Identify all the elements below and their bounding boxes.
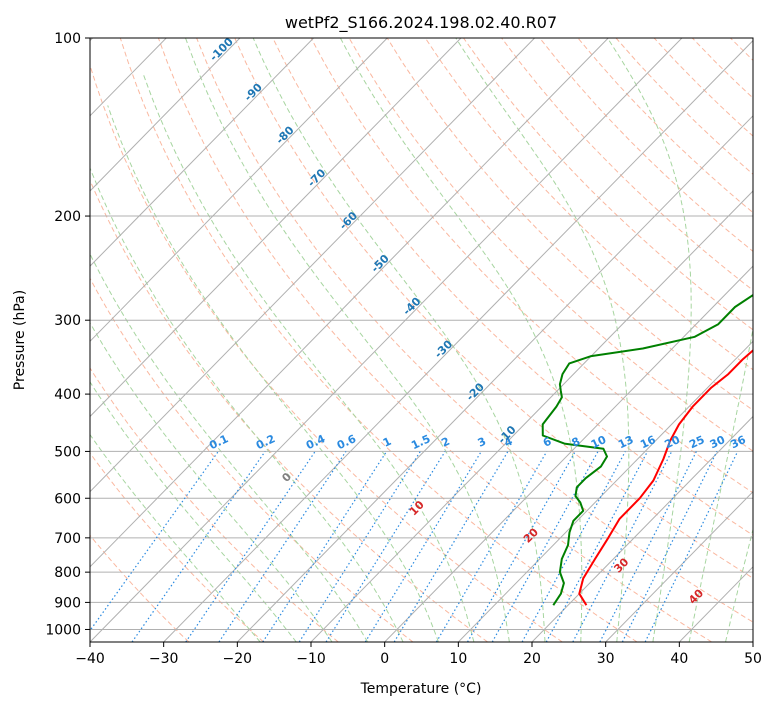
mixing-ratio-lines (90, 451, 739, 642)
mixing-ratio-label: 36 (729, 433, 749, 451)
y-tick-label: 800 (54, 565, 81, 581)
mixing-ratio-label: 13 (616, 433, 635, 451)
isotherm-line (90, 38, 683, 642)
grid-lines (90, 38, 753, 642)
dry-adiabat-line (386, 38, 753, 411)
x-tick-label: −20 (223, 651, 253, 667)
moist-adiabat-line (90, 252, 369, 642)
y-tick-label: 700 (54, 531, 81, 547)
y-tick-label: 400 (54, 387, 81, 403)
moist-adiabat-line (688, 325, 753, 642)
plot-frame (89, 37, 754, 643)
isotherm-line (531, 415, 753, 642)
temperature-profile-line (578, 349, 753, 606)
y-axis-ticks: 100 200 300 400 500 600 700 800 900 1000 (45, 31, 90, 638)
isotherm-line (163, 39, 753, 642)
isotherm-line (90, 38, 388, 343)
moist-adiabat-line (90, 381, 297, 642)
dry-adiabat-line (501, 38, 753, 291)
isotherm-line (457, 340, 753, 642)
moist-adiabat-line (107, 105, 439, 642)
x-tick-label: 10 (449, 651, 467, 667)
y-tick-label: 300 (54, 313, 81, 329)
y-tick-label: 100 (54, 31, 81, 47)
dewpoint-profile-line (541, 293, 753, 606)
x-tick-label: 50 (744, 651, 762, 667)
moist-adiabat-line (142, 73, 475, 642)
y-tick-label: 900 (54, 595, 81, 611)
mixing-ratio-label: 25 (687, 433, 706, 451)
mixing-ratio-line (393, 451, 509, 642)
mixing-ratio-line (131, 451, 266, 642)
y-tick-label: 1000 (45, 622, 81, 638)
mixing-ratio-line (644, 451, 739, 642)
dry-adiabat-line (234, 38, 753, 579)
moist-adiabat-line (252, 38, 546, 642)
dry-adiabat-line (157, 38, 712, 642)
isotherm-line (90, 38, 609, 568)
mixing-ratio-line (262, 451, 388, 642)
dry-adiabat-line (196, 38, 753, 623)
dry-adiabat-line (310, 38, 753, 494)
dry-adiabat-line (90, 63, 563, 642)
y-tick-label: 600 (54, 491, 81, 507)
isotherm-line (90, 38, 462, 418)
isotherm-line (90, 38, 314, 267)
y-tick-label: 200 (54, 209, 81, 225)
x-tick-label: 0 (380, 651, 389, 667)
dry-adiabat-line (119, 38, 638, 642)
x-axis-title: Temperature (°C) (360, 681, 482, 697)
mixing-ratio-line (621, 451, 718, 642)
dry-adiabat-line (272, 38, 753, 536)
mixing-ratio-line (90, 451, 219, 632)
isotherm-line (90, 38, 241, 192)
chart-title: wetPf2_S166.2024.198.02.40.R07 (285, 13, 557, 33)
profile-lines (541, 293, 753, 606)
mixing-ratio-line (521, 451, 626, 642)
mixing-ratio-label: 30 (708, 433, 728, 451)
y-tick-label: 500 (54, 444, 81, 460)
moist-adiabat-line (725, 527, 753, 642)
mixing-ratio-line (466, 451, 576, 642)
mixing-ratio-line (364, 451, 482, 642)
x-tick-label: −10 (296, 651, 326, 667)
moist-adiabat-line (90, 433, 261, 642)
mixing-ratio-line (435, 451, 548, 642)
moist-adiabat-line (455, 38, 630, 642)
mixing-ratio-label: 10 (589, 433, 609, 451)
x-tick-label: 20 (523, 651, 541, 667)
isotherm-line (236, 115, 753, 642)
dry-adiabat-line (90, 277, 414, 642)
background-lines (90, 38, 753, 642)
x-tick-label: 40 (670, 651, 688, 667)
moist-adiabat-line (90, 321, 333, 642)
isotherm-line (605, 490, 753, 642)
isotherm-line (90, 38, 535, 493)
dry-adiabat-line (90, 534, 190, 642)
moist-adiabat-line (185, 38, 510, 642)
mixing-ratio-label: 20 (663, 433, 683, 451)
mixing-ratio-line (325, 451, 446, 642)
dry-adiabat-line (90, 367, 339, 642)
mixing-ratio-line (491, 451, 599, 642)
mixing-ratio-label: 16 (638, 433, 658, 451)
mixing-ratio-line (298, 451, 421, 642)
isotherm-line (310, 190, 753, 642)
x-tick-label: −30 (149, 651, 179, 667)
x-axis-ticks: −40 −30 −20 −10 0 10 20 30 40 50 (75, 642, 762, 667)
y-axis-title: Pressure (hPa) (12, 290, 28, 390)
x-tick-label: 30 (597, 651, 615, 667)
moist-adiabat-line (607, 38, 692, 642)
x-tick-label: −40 (75, 651, 105, 667)
